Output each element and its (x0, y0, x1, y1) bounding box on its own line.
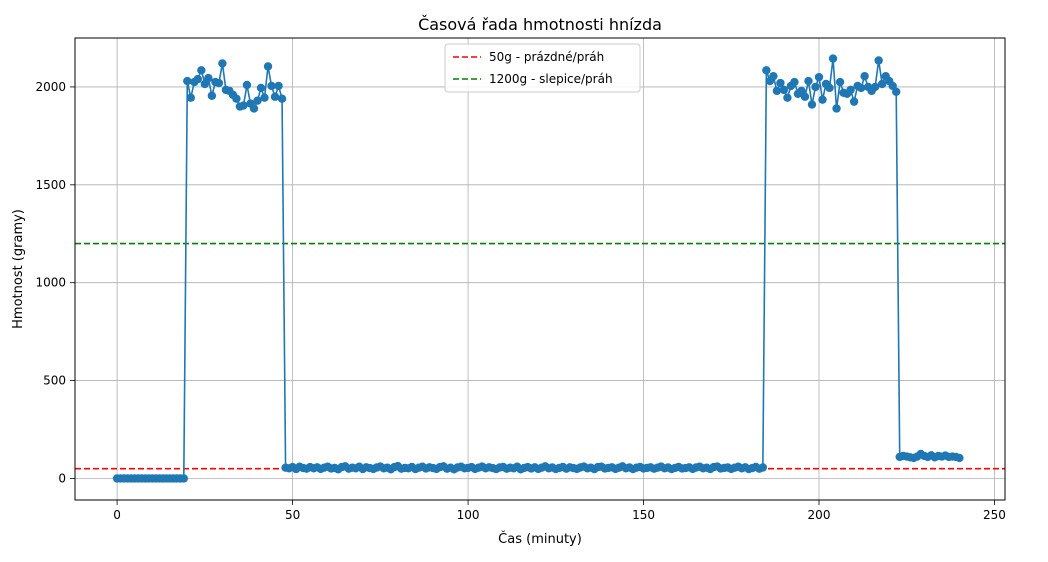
x-tick-label: 100 (457, 508, 480, 522)
x-tick-label: 150 (632, 508, 655, 522)
data-point (856, 83, 866, 93)
data-point (870, 82, 880, 92)
data-point (260, 93, 269, 102)
data-point (790, 77, 799, 87)
legend-label: 50g - prázdné/práh (489, 50, 604, 64)
data-point (183, 76, 192, 86)
data-point (955, 453, 964, 463)
x-tick-label: 0 (113, 508, 121, 522)
data-point (828, 54, 838, 63)
data-point (804, 76, 813, 86)
data-point (818, 95, 827, 104)
series-layer (112, 54, 964, 483)
y-axis-ticks: 0 500 1000 1500 2000 (35, 80, 75, 485)
data-point (762, 66, 771, 75)
data-point (186, 93, 196, 102)
data-point (849, 97, 859, 106)
data-point (270, 92, 280, 101)
data-point (772, 86, 782, 96)
data-point (204, 73, 213, 83)
y-tick-label: 2000 (35, 80, 66, 94)
data-point (825, 83, 834, 93)
data-point (758, 463, 768, 472)
data-point (800, 92, 810, 101)
data-point (874, 56, 883, 65)
y-tick-label: 500 (43, 374, 66, 388)
data-point (267, 81, 276, 91)
data-point (776, 78, 785, 88)
data-point (207, 91, 217, 100)
data-point (242, 80, 252, 90)
x-axis-ticks: 0 50 100 150 200 250 (113, 500, 1006, 522)
data-point (218, 59, 227, 68)
data-point (832, 104, 841, 113)
data-point (214, 78, 224, 88)
y-tick-label: 1000 (35, 276, 66, 290)
y-axis-label: Hmotnost (gramy) (11, 209, 26, 329)
x-tick-label: 200 (808, 508, 831, 522)
data-point (779, 85, 789, 95)
legend-box (444, 43, 641, 93)
y-tick-label: 0 (58, 471, 66, 485)
x-tick-label: 250 (983, 508, 1006, 522)
data-point (179, 474, 188, 483)
data-point (253, 96, 262, 105)
data-point (811, 82, 820, 92)
data-point (835, 77, 845, 87)
data-point (860, 71, 869, 81)
data-point (769, 71, 778, 81)
legend-label: 1200g - slepice/práh (489, 72, 613, 86)
data-point (256, 83, 266, 93)
data-point (807, 100, 817, 109)
data-point (846, 85, 855, 95)
data-point (263, 62, 273, 71)
data-point (892, 87, 901, 97)
plot-area-frame (74, 37, 1006, 501)
data-point (193, 74, 203, 84)
data-point (197, 66, 206, 75)
chart-title: Časová řada hmotnosti hnízda (418, 15, 662, 34)
data-point (814, 72, 824, 82)
y-tick-label: 1500 (35, 178, 66, 192)
x-axis-label: Čas (minuty) (498, 531, 582, 547)
data-point (877, 79, 887, 89)
x-tick-label: 50 (285, 508, 300, 522)
data-point (239, 101, 248, 110)
data-point (249, 104, 259, 113)
data-point (783, 93, 792, 102)
data-point (277, 94, 287, 103)
legend: 50g - prázdné/práh 1200g - slepice/práh (444, 43, 641, 93)
data-point (232, 94, 241, 103)
data-point (274, 81, 283, 91)
